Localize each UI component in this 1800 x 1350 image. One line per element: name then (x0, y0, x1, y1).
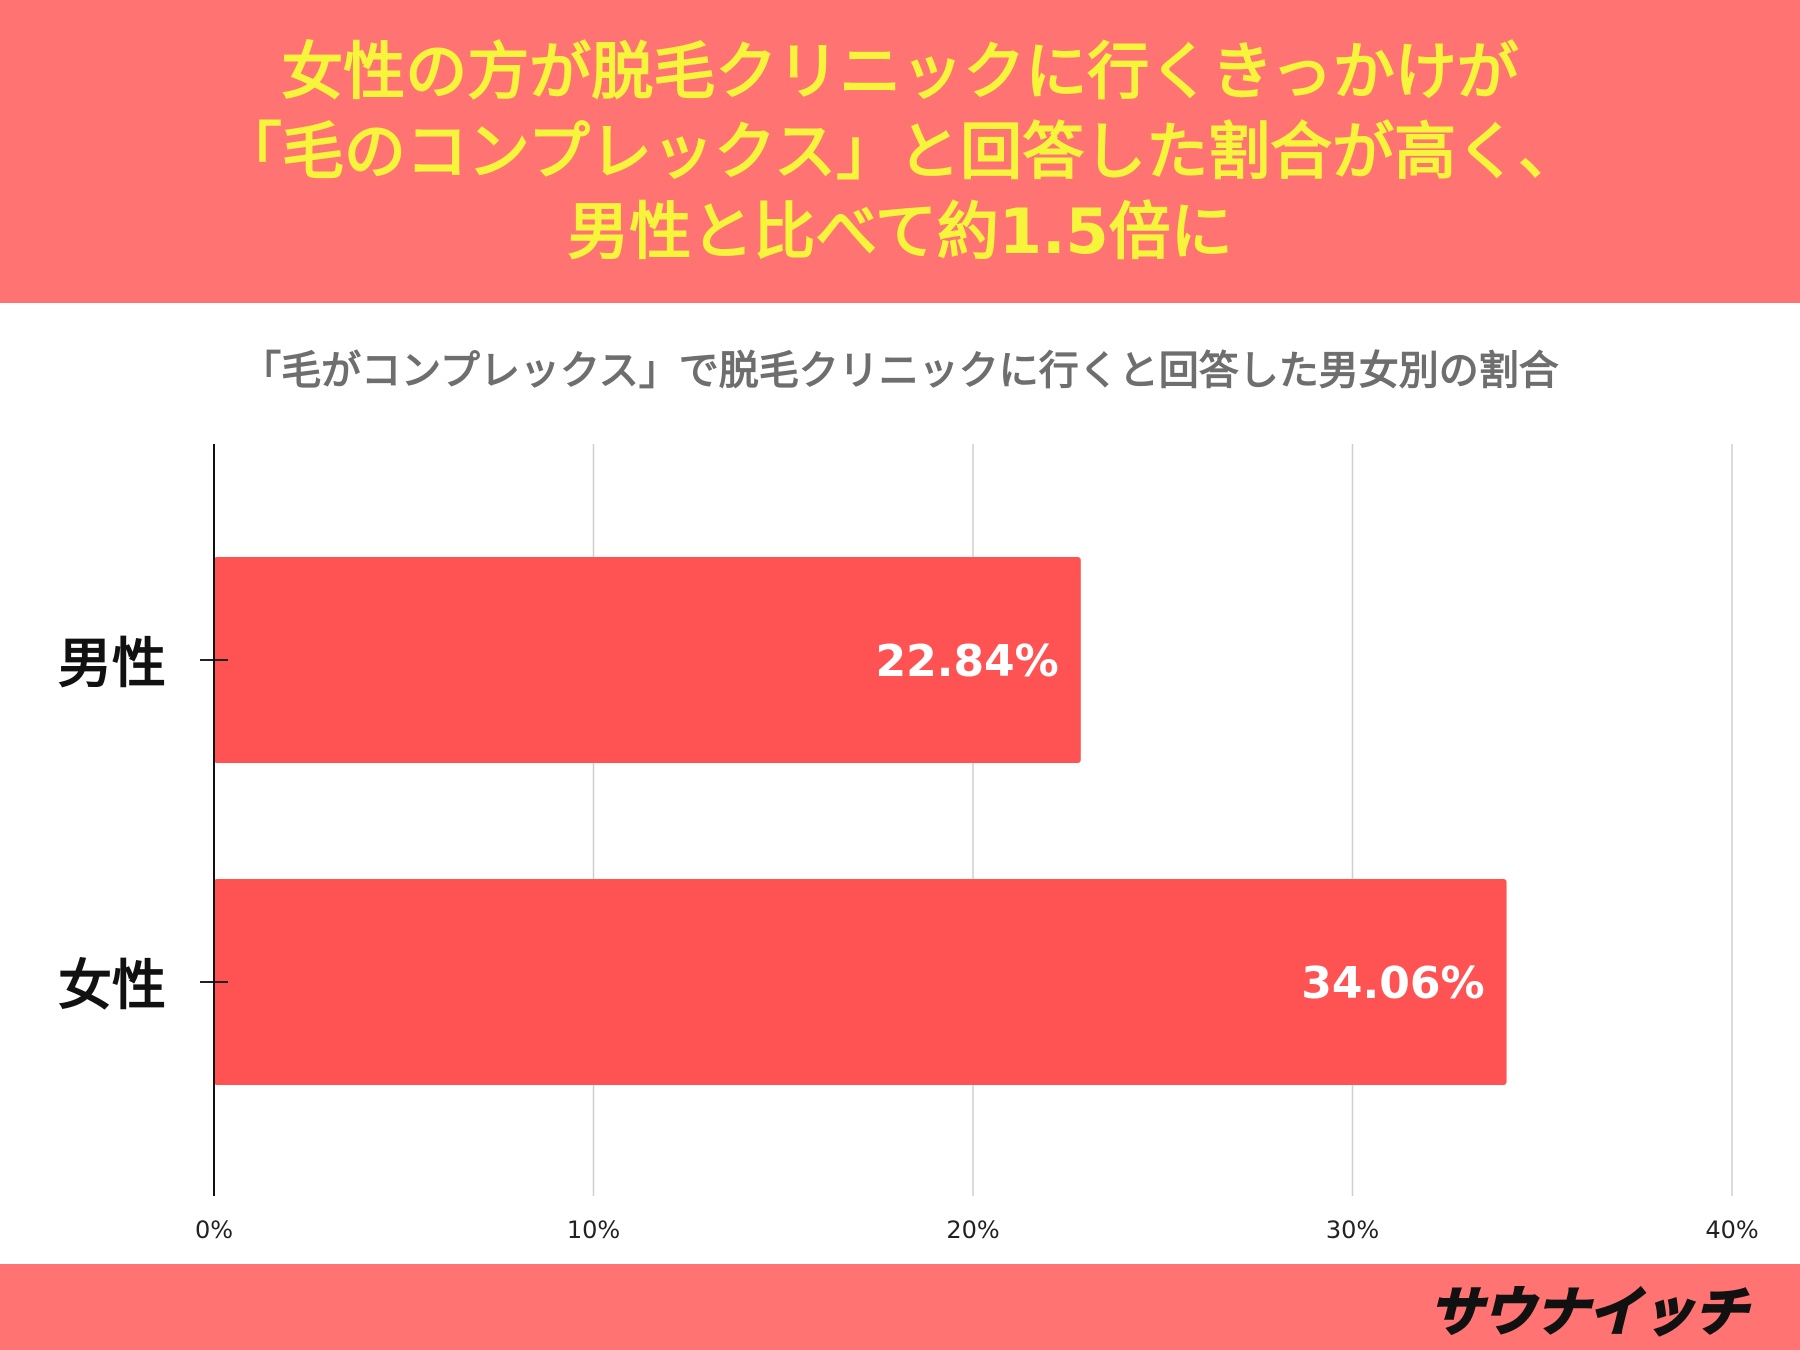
headline-line-1: 女性の方が脱毛クリニックに行くきっかけが (281, 34, 1519, 108)
headline-banner: 女性の方が脱毛クリニックに行くきっかけが 「毛のコンプレックス」と回答した割合が… (0, 0, 1800, 303)
x-tick-label: 10% (567, 1216, 620, 1244)
bar (214, 879, 1507, 1085)
brand-logo: サウナイッチ (1428, 1274, 1748, 1344)
x-tick-label: 40% (1705, 1216, 1758, 1244)
bar-chart: 0% 10% 20% 30% 40% 22.84% 男性 34.06% 女性 (58, 444, 1759, 1244)
x-tick-label: 30% (1326, 1216, 1379, 1244)
headline-line-2: 「毛のコンプレックス」と回答した割合が高く、 (219, 114, 1581, 188)
bar-value-label: 34.06% (1301, 958, 1484, 1009)
x-tick-label: 0% (195, 1216, 233, 1244)
category-label: 女性 (58, 954, 166, 1017)
logo-text: サウナイッチ (1428, 1281, 1748, 1344)
x-tick-label: 20% (946, 1216, 999, 1244)
footer-bar: サウナイッチ (0, 1264, 1800, 1350)
chart-title: 「毛がコンプレックス」で脱毛クリニックに行くと回答した男女別の割合 (241, 348, 1559, 394)
bar (214, 557, 1081, 763)
category-label: 男性 (58, 632, 166, 695)
bar-value-label: 22.84% (876, 636, 1059, 687)
headline-line-3: 男性と比べて約1.5倍に (567, 194, 1233, 268)
